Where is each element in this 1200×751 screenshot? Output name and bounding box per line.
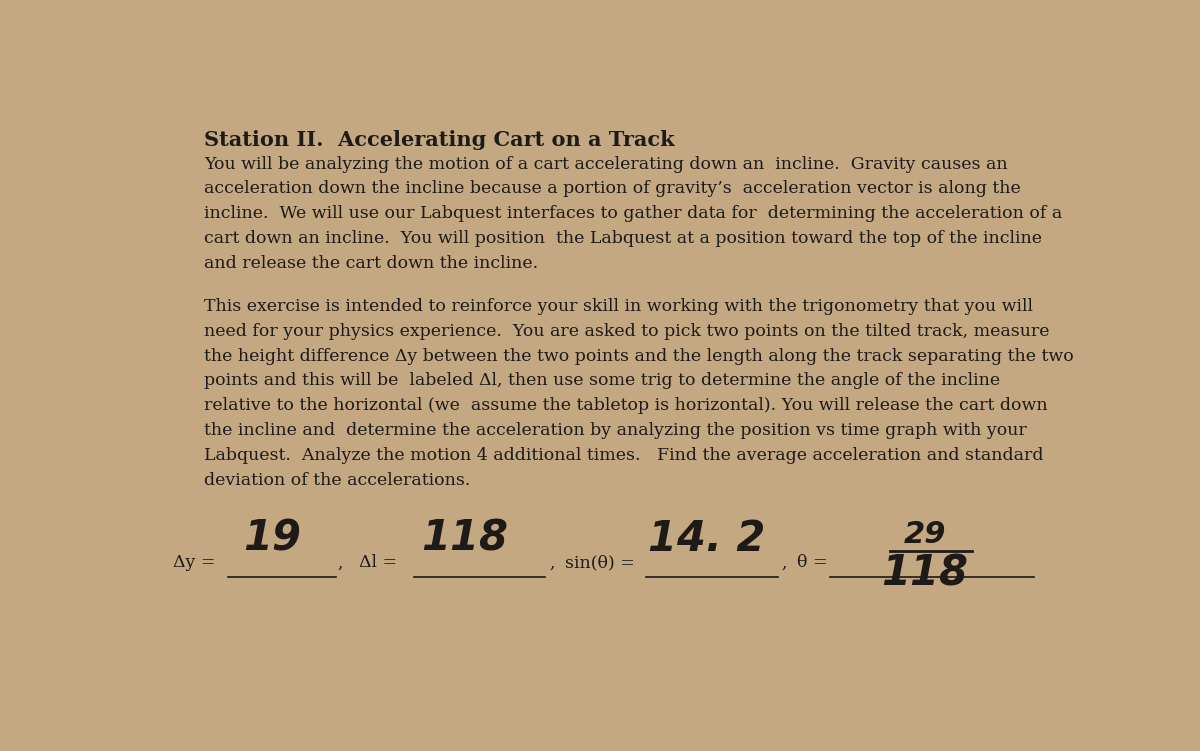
Text: 29: 29 bbox=[904, 520, 947, 549]
Text: θ =: θ = bbox=[797, 554, 828, 572]
Text: This exercise is intended to reinforce your skill in working with the trigonomet: This exercise is intended to reinforce y… bbox=[204, 298, 1074, 489]
Text: Station II.  Accelerating Cart on a Track: Station II. Accelerating Cart on a Track bbox=[204, 130, 674, 150]
Text: 118: 118 bbox=[882, 552, 968, 594]
Text: ,: , bbox=[781, 554, 787, 572]
Text: Δy =: Δy = bbox=[173, 554, 216, 572]
Text: ,: , bbox=[337, 554, 343, 572]
Text: Δl =: Δl = bbox=[359, 554, 397, 572]
Text: sin(θ) =: sin(θ) = bbox=[565, 554, 635, 572]
Text: 19: 19 bbox=[242, 518, 301, 559]
Text: ,: , bbox=[550, 554, 554, 572]
Text: 14. 2: 14. 2 bbox=[648, 518, 764, 559]
Text: 118: 118 bbox=[421, 518, 509, 559]
Text: You will be analyzing the motion of a cart accelerating down an  incline.  Gravi: You will be analyzing the motion of a ca… bbox=[204, 155, 1062, 272]
